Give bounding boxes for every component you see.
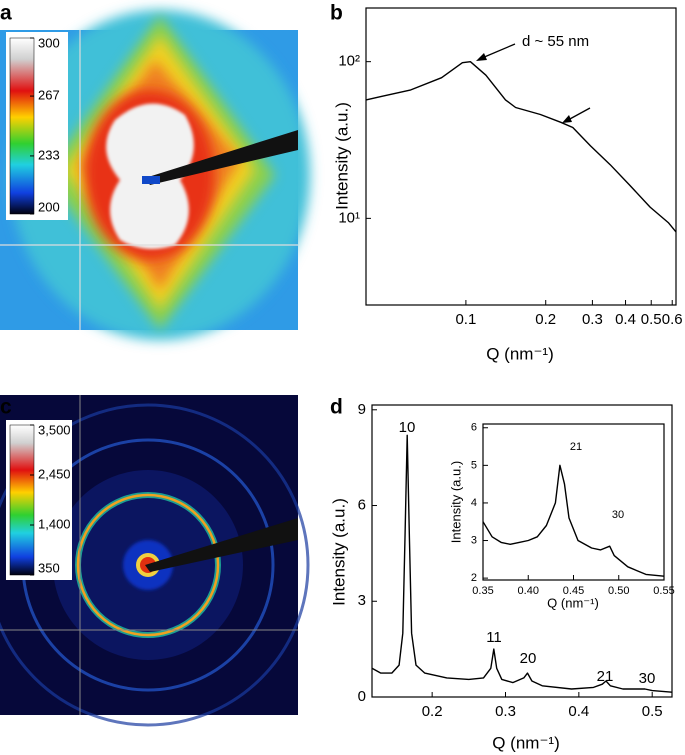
annotation: 30 xyxy=(612,509,624,521)
y-tick-label: 4 xyxy=(471,497,477,509)
data-line xyxy=(482,464,665,577)
annotation: 21 xyxy=(597,668,614,685)
x-tick-label: 0.3 xyxy=(582,311,603,328)
x-tick-label: 0.5 xyxy=(642,703,663,720)
y-tick-label: 3 xyxy=(358,592,366,609)
y-tick-label: 2 xyxy=(471,572,477,584)
x-tick-label: 0.3 xyxy=(495,703,516,720)
data-line xyxy=(365,61,677,233)
y-tick-label: 0 xyxy=(358,688,366,705)
colorbar-label: 267 xyxy=(38,88,60,103)
x-tick-label: 0.40 xyxy=(518,585,539,597)
y-tick-label: 5 xyxy=(471,459,477,471)
annotation: 30 xyxy=(639,670,656,687)
x-tick-label: 0.2 xyxy=(535,311,556,328)
y-tick-label: 6 xyxy=(471,422,477,434)
x-tick-label: 0.45 xyxy=(563,585,584,597)
x-tick-label: 0.1 xyxy=(455,311,476,328)
annotation: 21 xyxy=(570,441,582,453)
colorbar-label: 233 xyxy=(38,147,60,162)
plot-frame xyxy=(365,7,677,306)
y-tick-label: 3 xyxy=(471,534,477,546)
colorbar-label: 1,400 xyxy=(38,516,71,531)
annotation: 11 xyxy=(486,629,502,646)
colorbar-label: 300 xyxy=(38,35,60,50)
x-tick-label: 0.5 xyxy=(641,311,662,328)
colorbar-label: 2,450 xyxy=(38,466,71,481)
panel-label: c xyxy=(0,396,12,419)
data-line xyxy=(371,434,673,693)
panel-label: b xyxy=(330,2,343,25)
x-tick-label: 0.4 xyxy=(615,311,636,328)
colorbar-label: 200 xyxy=(38,199,60,214)
x-tick-label: 0.50 xyxy=(608,585,629,597)
y-tick-label: 6 xyxy=(358,496,366,513)
saxs-image-a xyxy=(0,10,310,340)
y-tick-label: 9 xyxy=(358,401,366,418)
x-axis-label: Q (nm⁻¹) xyxy=(492,733,560,752)
colorbar-label: 3,500 xyxy=(38,422,71,437)
x-tick-label: 0.35 xyxy=(472,585,493,597)
annotation: 10 xyxy=(399,419,416,436)
panel-label: d xyxy=(330,396,343,419)
annotation: d ~ 55 nm xyxy=(522,33,589,50)
x-axis-label: Q (nm⁻¹) xyxy=(547,595,599,610)
plot-frame xyxy=(371,404,673,698)
x-tick-label: 0.55 xyxy=(653,585,674,597)
y-axis-label: Intensity (a.u.) xyxy=(448,461,463,543)
y-tick-label: 10² xyxy=(338,53,360,70)
y-axis-label: Intensity (a.u.) xyxy=(329,498,348,606)
colorbar-label: 350 xyxy=(38,560,60,575)
x-tick-label: 0.4 xyxy=(568,703,589,720)
x-tick-label: 0.6 xyxy=(662,311,683,328)
saxs-image-c xyxy=(0,395,310,727)
annotation: 20 xyxy=(520,650,537,667)
inset-background xyxy=(483,424,664,580)
y-tick-label: 10¹ xyxy=(338,209,360,226)
panel-label: a xyxy=(0,2,12,25)
arrows xyxy=(476,43,591,123)
x-tick-label: 0.2 xyxy=(422,703,443,720)
x-axis-label: Q (nm⁻¹) xyxy=(486,344,554,363)
y-axis-label: Intensity (a.u.) xyxy=(332,102,351,210)
